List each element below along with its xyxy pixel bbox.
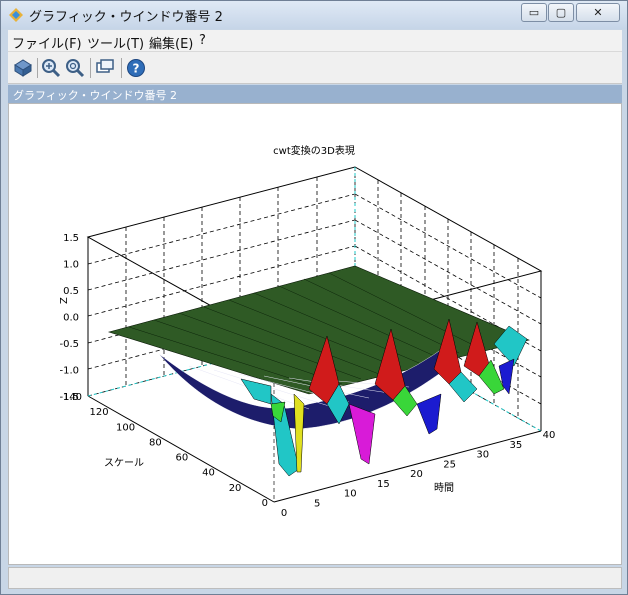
status-bar [8,567,622,589]
x-axis-label: 時間 [434,482,454,494]
menu-bar: ファイル(F) ツール(T) 編集(E) ? [8,30,622,52]
maximize-icon: ▢ [555,6,567,19]
mesh-line [303,278,460,354]
x-tick-labels: 0 5 10 15 20 25 30 35 40 [281,430,556,519]
mesh-line [153,319,343,385]
menu-edit[interactable]: 編集(E) [149,37,194,52]
minimize-icon: ▭ [528,6,540,19]
y-tick-label: 40 [202,468,215,479]
help-icon[interactable]: ? [125,57,147,79]
x-tick-label: 15 [377,479,390,490]
maximize-button[interactable]: ▢ [548,3,574,22]
toolbar: ? [8,52,622,84]
x-tick-label: 25 [443,459,456,470]
x-tick-label: 0 [281,508,287,519]
minimize-button[interactable]: ▭ [521,3,547,22]
peak [498,358,515,395]
chart-title: cwt変換の3D表現 [273,144,355,157]
surface-plot[interactable]: cwt変換の3D表現 Z スケール 時間 1.5 1.0 0.5 0.0 -0.5 -1.… [9,104,621,564]
y-tick-label: 0 [262,498,268,509]
surface-mesh-lines [128,272,480,390]
grid-line [354,193,542,299]
z-tick-label: 0.5 [63,286,79,297]
z-tick-labels: 1.5 1.0 0.5 0.0 -0.5 -1.0 -1.5 [59,233,79,403]
mesh-line [228,299,400,369]
y-tick-label: 60 [176,453,189,464]
grid-line [87,193,356,265]
y-tick-label: 100 [116,422,135,433]
box-edge [273,430,542,503]
peak [293,393,305,473]
figure-header-label: グラフィック・ウインドウ番号 2 [13,89,178,102]
y-tick-label: 20 [229,483,242,494]
surface [107,265,530,477]
title-bar[interactable]: グラフィック・ウインドウ番号 2 ▭ ▢ ✕ [1,1,627,29]
peak [493,325,528,367]
mesh-line [128,326,325,390]
mesh-line [328,272,480,349]
zoom-reset-icon[interactable] [64,57,86,79]
app-icon [9,8,23,22]
toolbar-separator [37,58,38,78]
z-tick-label: -0.5 [59,339,79,350]
mesh-line [203,306,380,375]
x-tick-label: 20 [410,469,423,480]
close-icon: ✕ [593,6,603,19]
x-tick-label: 40 [543,430,556,441]
y-tick-label: 120 [89,407,108,418]
peak [348,403,376,465]
plot-canvas[interactable]: cwt変換の3D表現 Z スケール 時間 1.5 1.0 0.5 0.0 -0.5 -1.… [8,103,622,565]
z-axis-label: Z [59,297,70,304]
datatip-icon[interactable] [94,57,116,79]
window-title: グラフィック・ウインドウ番号 2 [29,10,223,25]
z-tick-label: 0.0 [63,313,79,324]
z-tick-label: 1.5 [63,233,79,244]
menu-tools[interactable]: ツール(T) [87,37,145,52]
z-tick-label: 1.0 [63,260,79,271]
toolbar-separator [121,58,122,78]
x-tick-label: 10 [344,489,357,500]
peak [448,371,478,403]
y-tick-labels: 0 20 40 60 80 100 120 140 [63,392,268,509]
rotate-icon[interactable] [12,57,34,79]
x-tick-label: 5 [314,498,320,509]
mesh-line [213,369,330,407]
figure-header: グラフィック・ウインドウ番号 2 [8,85,622,103]
peak [240,378,272,405]
toolbar-separator [90,58,91,78]
x-tick-label: 35 [510,440,523,451]
zoom-in-icon[interactable] [40,57,62,79]
svg-text:?: ? [133,62,140,76]
x-tick-label: 30 [476,450,489,461]
z-tick-label: -1.5 [59,392,79,403]
menu-file[interactable]: ファイル(F) [12,37,82,52]
y-tick-label: 140 [63,392,82,403]
box-edge [87,395,275,503]
z-tick-label: -1.0 [59,366,79,377]
peak [270,401,286,423]
peak [416,393,442,435]
y-axis-label: スケール [104,457,144,469]
peak [478,359,505,395]
menu-help[interactable]: ? [199,33,206,48]
close-button[interactable]: ✕ [576,3,620,22]
y-tick-label: 80 [149,437,162,448]
mesh-line [278,285,440,359]
